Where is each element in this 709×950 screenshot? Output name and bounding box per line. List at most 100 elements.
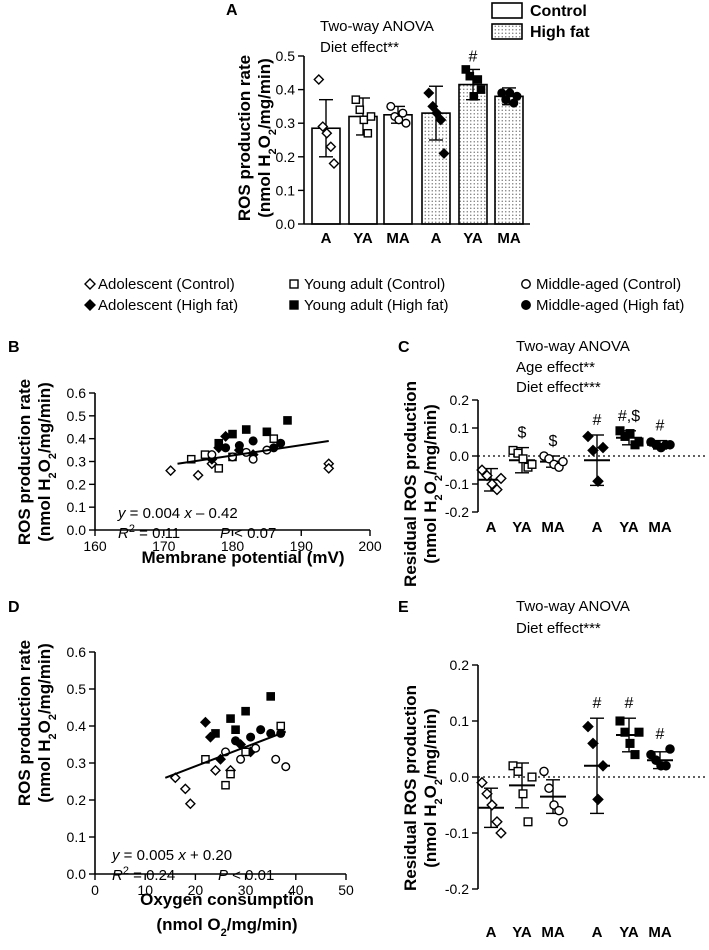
data-point-square [359, 115, 369, 125]
symbol-legend: Adolescent (Control) Adolescent (High fa… [84, 276, 684, 314]
data-point-diamond [495, 827, 507, 839]
y-tick-label: 0.1 [67, 499, 87, 515]
legend-control-label: Control [530, 3, 587, 20]
y-tick-label: -0.2 [445, 504, 469, 520]
category-label: A [592, 519, 603, 536]
data-point-diamond [192, 469, 204, 481]
significance-mark: # [656, 418, 665, 435]
category-label: YA [463, 230, 483, 247]
significance-mark: # [469, 48, 478, 65]
data-point-square [527, 459, 537, 469]
data-point-square [630, 750, 640, 760]
data-point-circle [386, 101, 396, 111]
panel-a-bar-chart: Two-way ANOVA Diet effect** ROS producti… [235, 18, 530, 247]
legend-label: Adolescent (High fat) [98, 297, 238, 314]
y-tick-label: 0.2 [450, 392, 470, 408]
data-point-square [231, 725, 240, 734]
legend-item-adolescent-high-fat: Adolescent (High fat) [84, 297, 238, 314]
data-point-diamond [438, 147, 450, 159]
panel-b-x-axis-title: Membrane potential (mV) [141, 548, 344, 567]
panel-letter-b: B [8, 339, 20, 356]
significance-mark: # [625, 695, 634, 712]
data-point-diamond [582, 720, 594, 733]
data-point-circle [661, 761, 671, 771]
category-label: MA [541, 924, 564, 941]
panel-a-y-axis-title-line2: (nmol H2O2/mg/min) [255, 58, 279, 218]
data-point-circle [234, 440, 244, 451]
category-label: MA [386, 230, 409, 247]
significance-mark: $ [549, 433, 558, 450]
data-point-square [355, 105, 365, 115]
data-point-diamond [481, 788, 493, 800]
data-point-diamond [199, 716, 211, 728]
y-tick-label: 0.3 [67, 454, 87, 470]
y-tick-label: 0.0 [450, 448, 470, 464]
y-tick-label: 0.5 [276, 48, 296, 64]
panel-b-p-value: P < 0.07 [220, 525, 276, 542]
data-point-diamond [328, 158, 340, 170]
panel-d-regression-line [164, 730, 287, 779]
y-tick-label: 0.6 [67, 644, 87, 660]
category-label: A [321, 230, 332, 247]
legend-item-middle-aged-control: Middle-aged (Control) [521, 276, 681, 293]
y-tick-label: 0.1 [67, 829, 87, 845]
data-point-diamond [423, 87, 435, 99]
y-tick-label: 0.0 [276, 216, 296, 232]
panel-e-dot-plot: Two-way ANOVA Diet effect*** Residual RO… [401, 598, 706, 941]
data-point-square [518, 454, 528, 464]
data-point-circle [512, 91, 522, 101]
data-point-square [226, 769, 235, 779]
panel-c-annotation-2: Age effect** [516, 359, 595, 376]
panel-b-y-axis-title-line2: (nmol H2O2/mg/min) [35, 382, 59, 542]
panel-letter-e: E [398, 599, 409, 616]
panel-b-scatter-chart: ROS production rate (nmol H2O2/mg/min) 0… [15, 379, 382, 567]
panel-d-y-axis-title-line2: (nmol H2O2/mg/min) [35, 643, 59, 803]
data-point-diamond [84, 278, 96, 290]
category-label: A [431, 230, 442, 247]
data-point-diamond [431, 107, 443, 119]
category-label: MA [541, 519, 564, 536]
data-point-square [262, 427, 272, 437]
data-point-circle [394, 115, 404, 125]
data-point-diamond [491, 816, 503, 828]
data-point-circle [665, 440, 675, 450]
significance-mark: # [656, 726, 665, 743]
data-point-diamond [317, 121, 329, 133]
data-point-square [625, 429, 635, 439]
y-tick-label: 0.4 [67, 431, 87, 447]
significance-mark: #,$ [618, 408, 640, 425]
data-point-diamond [313, 74, 325, 86]
data-point-square [615, 426, 625, 436]
panel-d-r-squared: R2 = 0.24 [112, 865, 175, 884]
data-point-circle [398, 108, 408, 118]
category-label: MA [648, 519, 671, 536]
data-point-circle [521, 279, 531, 289]
data-point-circle [251, 743, 261, 753]
significance-mark: $ [518, 425, 527, 442]
data-point-square [228, 429, 237, 439]
y-tick-label: 0.2 [67, 792, 87, 808]
x-tick-label: 50 [338, 882, 354, 898]
data-point-square [469, 92, 479, 101]
legend-label: Young adult (High fat) [304, 297, 449, 314]
y-tick-label: -0.2 [445, 881, 469, 897]
panel-d-x-axis-title-line1: Oxygen consumption [140, 890, 314, 909]
data-point-square [476, 85, 486, 94]
panel-d-y-axis-title-line1: ROS production rate [15, 640, 34, 806]
data-point-diamond [325, 141, 337, 153]
data-point-circle [558, 817, 568, 827]
bar [494, 95, 524, 225]
data-point-square [615, 716, 625, 726]
y-tick-label: 0.3 [276, 115, 296, 131]
data-point-diamond [209, 764, 221, 776]
data-point-circle [281, 762, 291, 772]
y-tick-label: 0.3 [67, 755, 87, 771]
category-label: YA [353, 230, 373, 247]
panel-c-y-axis-title-line1: Residual ROS production [401, 381, 420, 587]
legend-label: Adolescent (Control) [98, 276, 235, 293]
panel-e-annotation-2: Diet effect*** [516, 620, 601, 637]
data-point-diamond [481, 469, 493, 482]
data-point-square [283, 416, 292, 425]
data-point-diamond [435, 114, 447, 126]
data-point-square [266, 692, 276, 701]
